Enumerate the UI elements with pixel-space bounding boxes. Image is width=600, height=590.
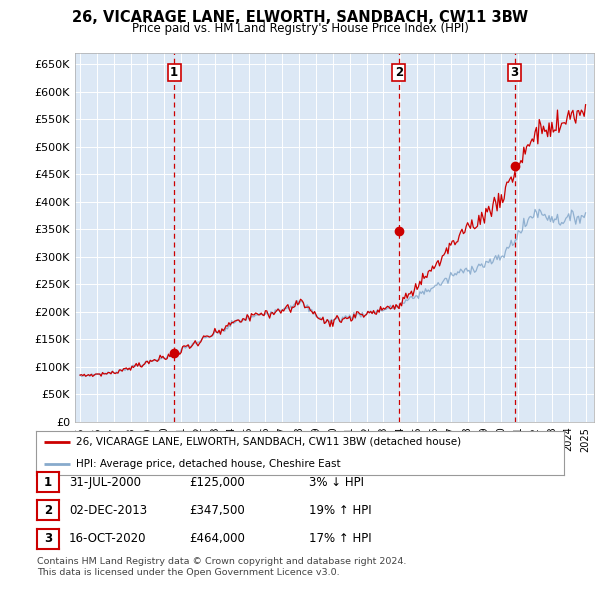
Text: 2: 2 bbox=[44, 504, 52, 517]
Text: 17% ↑ HPI: 17% ↑ HPI bbox=[309, 532, 371, 545]
Text: 26, VICARAGE LANE, ELWORTH, SANDBACH, CW11 3BW: 26, VICARAGE LANE, ELWORTH, SANDBACH, CW… bbox=[72, 10, 528, 25]
Text: £125,000: £125,000 bbox=[189, 476, 245, 489]
Text: 19% ↑ HPI: 19% ↑ HPI bbox=[309, 504, 371, 517]
Text: 1: 1 bbox=[44, 476, 52, 489]
Text: 31-JUL-2000: 31-JUL-2000 bbox=[69, 476, 141, 489]
Text: 2: 2 bbox=[395, 66, 403, 79]
Text: HPI: Average price, detached house, Cheshire East: HPI: Average price, detached house, Ches… bbox=[76, 459, 340, 469]
Text: 02-DEC-2013: 02-DEC-2013 bbox=[69, 504, 147, 517]
Text: Price paid vs. HM Land Registry's House Price Index (HPI): Price paid vs. HM Land Registry's House … bbox=[131, 22, 469, 35]
Text: 1: 1 bbox=[170, 66, 178, 79]
Text: 3: 3 bbox=[511, 66, 518, 79]
Text: £347,500: £347,500 bbox=[189, 504, 245, 517]
Text: 26, VICARAGE LANE, ELWORTH, SANDBACH, CW11 3BW (detached house): 26, VICARAGE LANE, ELWORTH, SANDBACH, CW… bbox=[76, 437, 461, 447]
Text: £464,000: £464,000 bbox=[189, 532, 245, 545]
Text: 3% ↓ HPI: 3% ↓ HPI bbox=[309, 476, 364, 489]
Text: 3: 3 bbox=[44, 532, 52, 545]
Text: 16-OCT-2020: 16-OCT-2020 bbox=[69, 532, 146, 545]
Text: This data is licensed under the Open Government Licence v3.0.: This data is licensed under the Open Gov… bbox=[37, 568, 340, 577]
Text: Contains HM Land Registry data © Crown copyright and database right 2024.: Contains HM Land Registry data © Crown c… bbox=[37, 558, 407, 566]
